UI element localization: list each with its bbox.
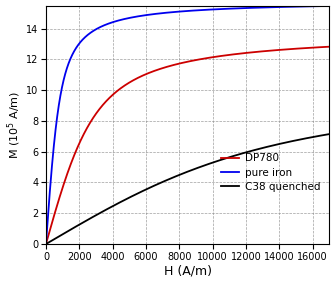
C38 quenched <box>165 178 169 182</box>
Y-axis label: M (10$^5$ A/m): M (10$^5$ A/m) <box>6 91 23 159</box>
C38 quenched <box>327 132 331 136</box>
pure iron <box>327 4 331 8</box>
C38 quenched <box>44 242 48 246</box>
Legend: DP780, pure iron, C38 quenched: DP780, pure iron, C38 quenched <box>216 149 324 196</box>
Line: pure iron: pure iron <box>46 6 329 244</box>
pure iron <box>44 242 48 246</box>
pure iron <box>291 5 295 8</box>
DP780 <box>327 45 331 48</box>
X-axis label: H (A/m): H (A/m) <box>164 264 212 277</box>
pure iron <box>153 12 157 16</box>
C38 quenched <box>291 139 295 143</box>
pure iron <box>322 4 326 8</box>
DP780 <box>44 242 48 246</box>
DP780 <box>322 45 326 49</box>
pure iron <box>76 43 80 46</box>
DP780 <box>153 69 157 72</box>
C38 quenched <box>322 133 326 137</box>
DP780 <box>76 144 80 147</box>
DP780 <box>93 113 97 117</box>
pure iron <box>93 28 97 31</box>
DP780 <box>165 65 169 68</box>
Line: C38 quenched: C38 quenched <box>46 134 329 244</box>
C38 quenched <box>93 214 97 217</box>
pure iron <box>165 11 169 14</box>
C38 quenched <box>153 184 157 187</box>
Line: DP780: DP780 <box>46 47 329 244</box>
C38 quenched <box>76 224 80 227</box>
DP780 <box>291 47 295 51</box>
